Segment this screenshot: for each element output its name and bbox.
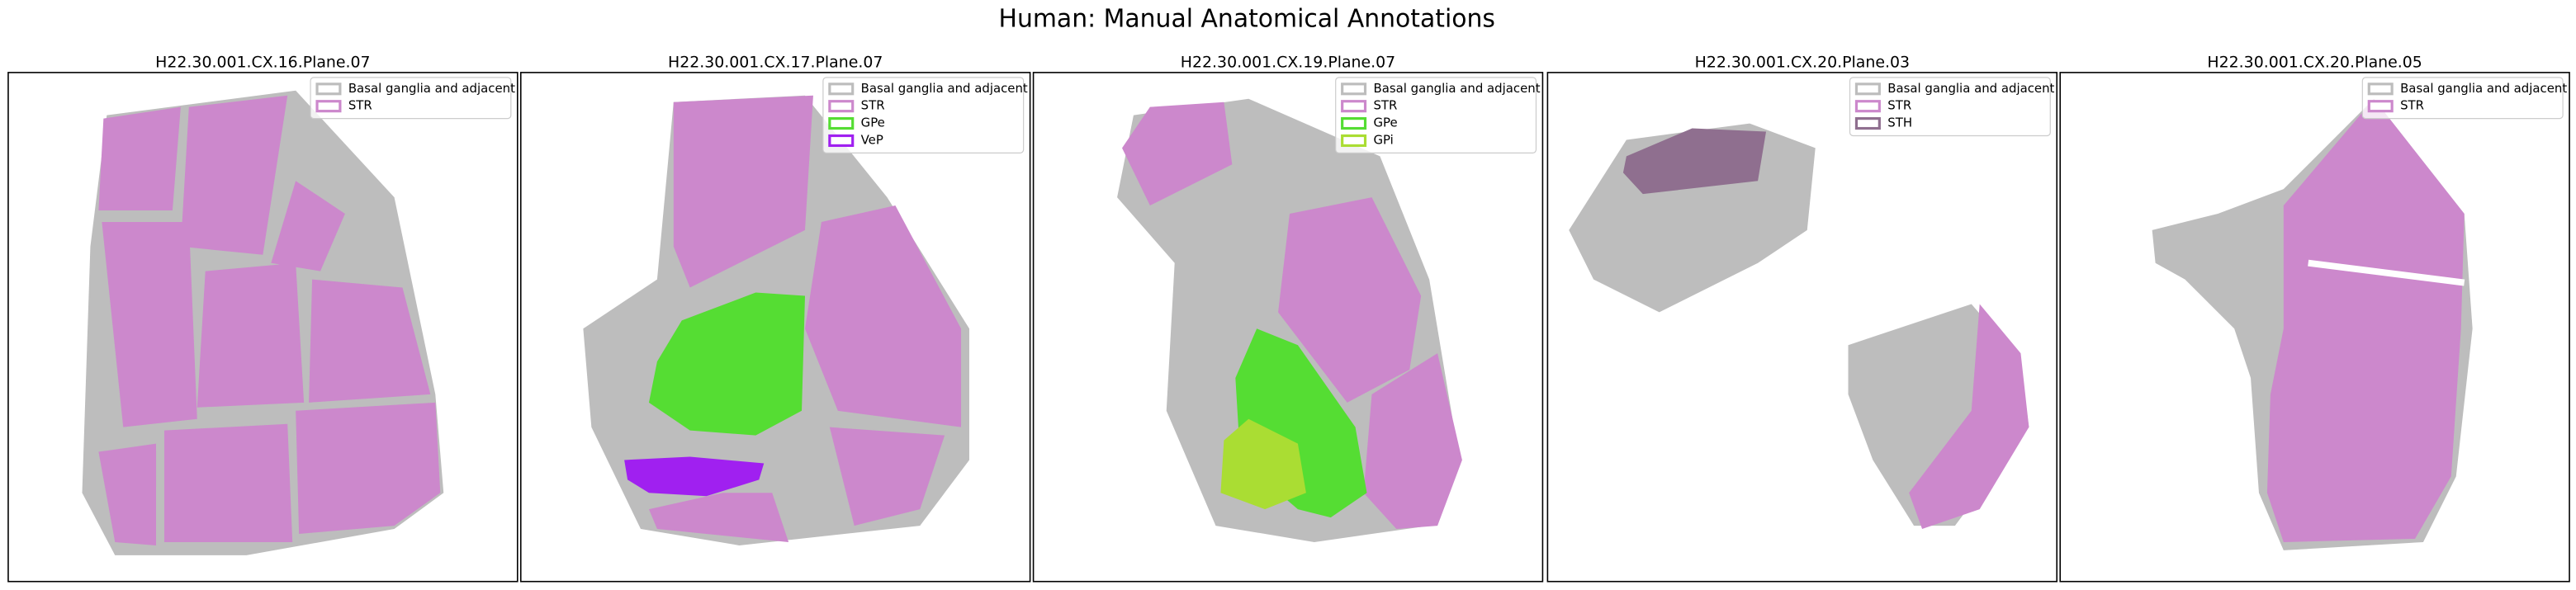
legend-box (2361, 77, 2564, 120)
region (829, 427, 945, 526)
legend-swatch (315, 83, 342, 96)
legend-swatch (828, 134, 855, 148)
legend-swatch (315, 100, 342, 113)
legend-box (1335, 77, 1537, 153)
legend-label: Basal ganglia and adjacent (1373, 81, 1540, 96)
legend-label: Basal ganglia and adjacent (861, 81, 1028, 96)
gap (2308, 259, 2465, 286)
region (1622, 128, 1767, 195)
panel-frame (2059, 72, 2570, 583)
region (309, 279, 431, 403)
legend-swatch (1341, 134, 1367, 148)
legend-box (1849, 77, 2051, 137)
panel-1-shapes (82, 90, 444, 555)
legend-swatch (1854, 83, 1881, 96)
region (673, 95, 813, 288)
region (1363, 353, 1462, 530)
legend-swatch (828, 83, 855, 96)
panel-title: H22.30.001.CX.20.Plane.03 (1695, 53, 1910, 71)
region (197, 262, 305, 408)
region (163, 423, 293, 542)
legend-swatch (2367, 100, 2394, 113)
panel-frame (1032, 72, 1544, 583)
panel-title: H22.30.001.CX.16.Plane.07 (155, 53, 370, 71)
panel-4-shapes (1569, 123, 2029, 530)
region (98, 443, 157, 545)
region (1220, 418, 1306, 510)
panel-3-shapes (1117, 98, 1462, 542)
panel-frame (7, 72, 519, 583)
region (648, 292, 805, 436)
legend-swatch (1854, 117, 1881, 130)
legend-swatch (1341, 100, 1367, 113)
region (98, 106, 181, 211)
legend-label: VeP (861, 132, 883, 147)
legend-swatch (1854, 100, 1881, 113)
legend-label: Basal ganglia and adjacent (2400, 81, 2567, 96)
region (1909, 304, 2029, 530)
legend-swatch (828, 117, 855, 130)
legend-box (310, 77, 512, 120)
panel-title: H22.30.001.CX.19.Plane.07 (1181, 53, 1395, 71)
region (271, 181, 345, 271)
region (2266, 98, 2465, 542)
legend-label: GPi (1373, 132, 1393, 147)
legend-label: Basal ganglia and adjacent (348, 81, 515, 96)
legend-swatch (828, 100, 855, 113)
panel-2-shapes (583, 95, 969, 545)
legend-label: STR (861, 98, 885, 113)
legend-swatch (1341, 117, 1367, 130)
region (102, 221, 197, 427)
legend-label: STR (348, 98, 372, 113)
legend-label: GPe (861, 116, 885, 130)
panel-frame (1546, 72, 2058, 583)
panel-title: H22.30.001.CX.20.Plane.05 (2207, 53, 2422, 71)
legend-label: STH (1887, 116, 1912, 130)
panel-frame (519, 72, 1031, 583)
region (1122, 101, 1233, 206)
region (648, 493, 789, 542)
legend-label: STR (2400, 98, 2424, 113)
region (180, 95, 288, 255)
legend-label: STR (1373, 98, 1397, 113)
region (296, 402, 441, 535)
figure-title: Human: Manual Anatomical Annotations (999, 5, 1495, 34)
legend-box (822, 77, 1025, 153)
region (624, 456, 765, 497)
panel-title: H22.30.001.CX.17.Plane.07 (668, 53, 883, 71)
region (805, 205, 962, 427)
legend-label: Basal ganglia and adjacent (1887, 81, 2054, 96)
legend-label: STR (1887, 98, 1911, 113)
legend-swatch (2367, 83, 2394, 96)
legend-swatch (1341, 83, 1367, 96)
panel-5-shapes (2152, 98, 2473, 550)
region (1278, 197, 1422, 403)
legend-label: GPe (1373, 116, 1397, 130)
